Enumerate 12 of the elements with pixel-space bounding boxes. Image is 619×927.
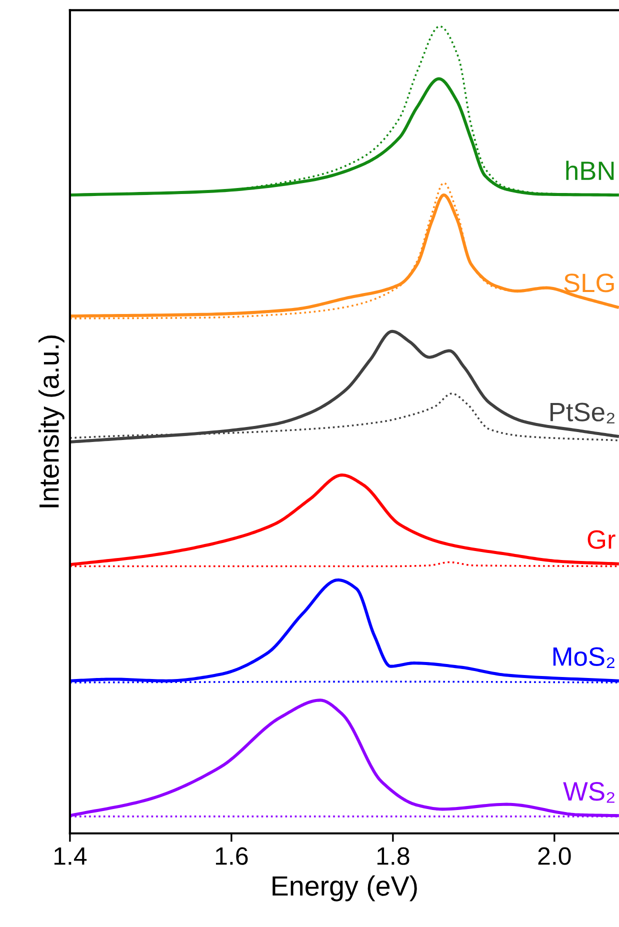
x-tick-label: 1.4	[54, 847, 87, 865]
series-label: Gr	[588, 530, 616, 549]
x-axis-title: Energy (eV)	[272, 875, 417, 902]
series-label: SLG	[564, 274, 614, 292]
x-tick-label: 2.0	[538, 847, 571, 865]
y-axis-title: Intensity (a.u.)	[38, 336, 64, 508]
x-tick-label: 1.8	[377, 847, 410, 865]
series-label: hBN	[566, 160, 614, 180]
series-label: PtSe₂	[550, 402, 614, 424]
x-tick-label: 1.6	[216, 847, 248, 865]
series-label: MoS₂	[553, 647, 614, 668]
series-label: WS₂	[563, 782, 614, 803]
